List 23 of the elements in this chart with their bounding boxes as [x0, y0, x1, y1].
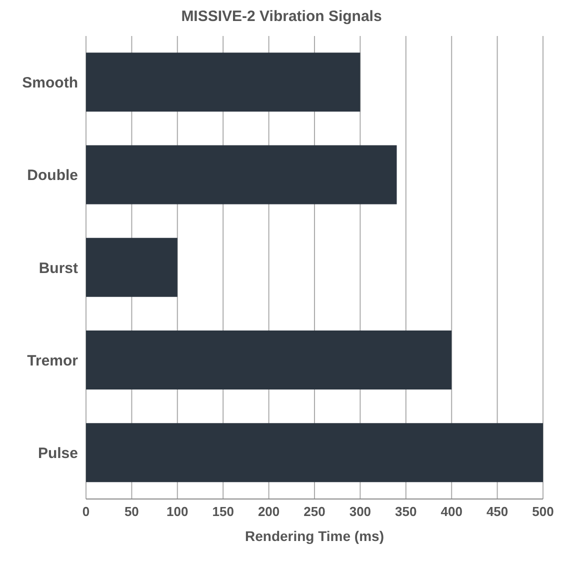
bar — [86, 145, 397, 204]
chart-title: MISSIVE-2 Vibration Signals — [180, 8, 383, 25]
y-tick-label: Double — [27, 167, 78, 184]
x-tick-label: 400 — [440, 504, 462, 520]
x-tick-label: 500 — [532, 504, 554, 520]
x-tick-label: 250 — [304, 504, 326, 520]
x-axis-title: Rendering Time (ms) — [245, 528, 384, 544]
x-tick-label: 150 — [212, 504, 234, 520]
x-tick-label: 300 — [349, 504, 372, 520]
bar — [86, 330, 452, 390]
y-tick-label: Smooth — [22, 74, 78, 92]
bar — [86, 423, 543, 482]
x-tick-label: 350 — [395, 504, 417, 520]
x-tick-label: 0 — [82, 504, 90, 520]
bar — [86, 238, 178, 297]
y-tick-label: Pulse — [38, 445, 78, 462]
x-tick-label: 450 — [486, 504, 508, 520]
bar — [86, 52, 360, 112]
x-tick-label: 50 — [124, 504, 139, 520]
x-tick-label: 100 — [166, 504, 188, 520]
y-tick-label: Burst — [38, 260, 78, 277]
y-tick-label: Tremor — [27, 352, 78, 370]
x-tick-label: 200 — [258, 504, 280, 520]
